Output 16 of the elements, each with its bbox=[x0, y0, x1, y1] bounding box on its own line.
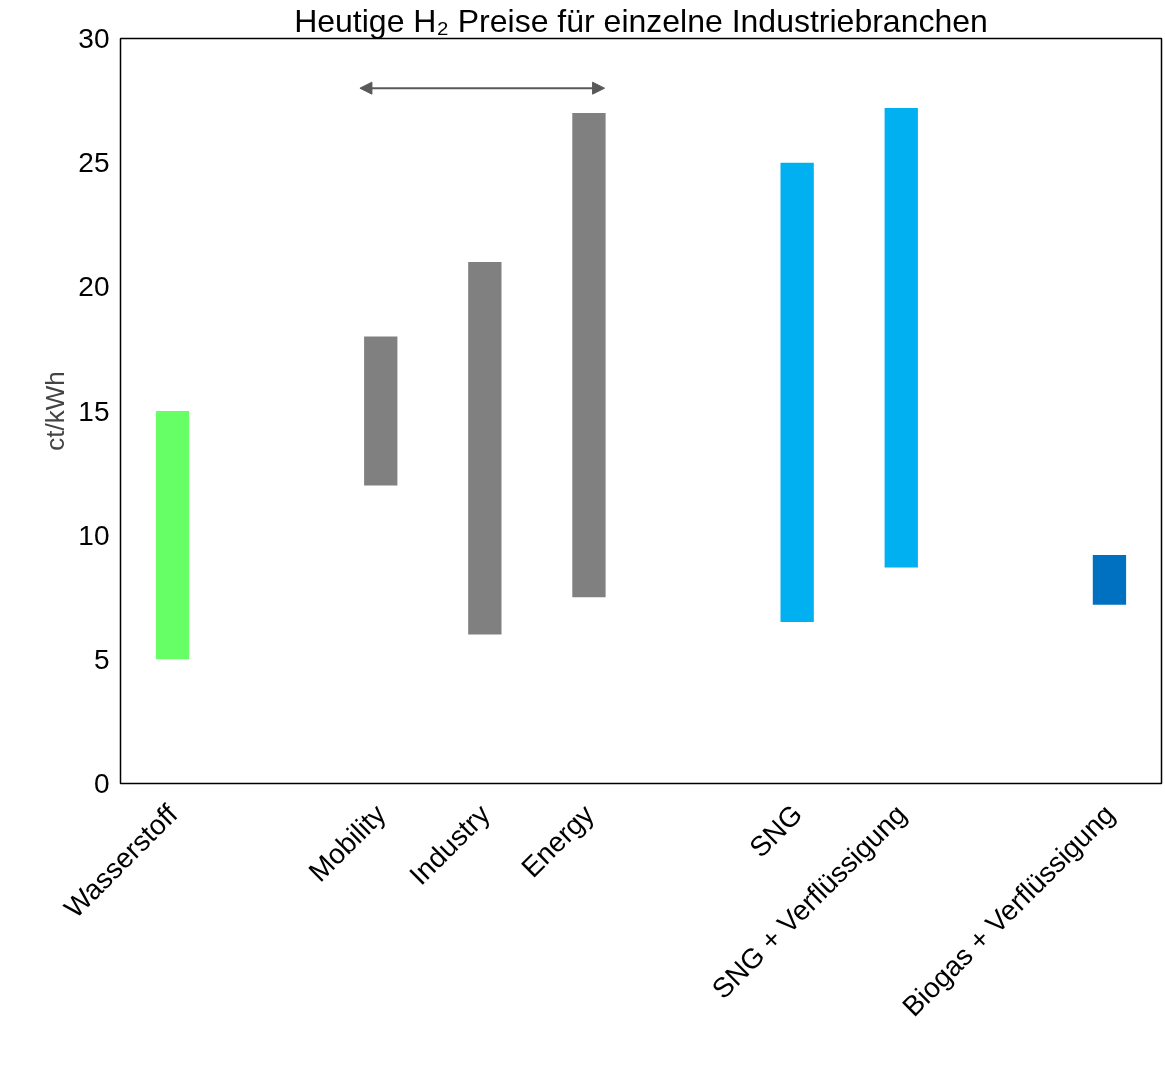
y-tick-label: 25 bbox=[78, 147, 110, 179]
bar bbox=[1092, 555, 1127, 605]
bar bbox=[364, 336, 398, 486]
bar bbox=[884, 108, 918, 568]
y-tick-label: 20 bbox=[78, 271, 110, 303]
bar bbox=[468, 262, 502, 635]
bar bbox=[780, 162, 814, 623]
y-tick-label: 0 bbox=[93, 768, 110, 799]
y-tick-label: 30 bbox=[78, 23, 110, 54]
annotation: Heutige H₂ Preise für einzelne Industriebranchen bbox=[294, 2, 988, 39]
bar bbox=[572, 113, 606, 598]
y-tick-label: 15 bbox=[78, 395, 110, 427]
y-axis-title: ct/kWh bbox=[40, 371, 71, 451]
bar bbox=[155, 411, 190, 660]
y-tick-label: 10 bbox=[78, 519, 110, 551]
y-tick-label: 5 bbox=[93, 643, 110, 675]
